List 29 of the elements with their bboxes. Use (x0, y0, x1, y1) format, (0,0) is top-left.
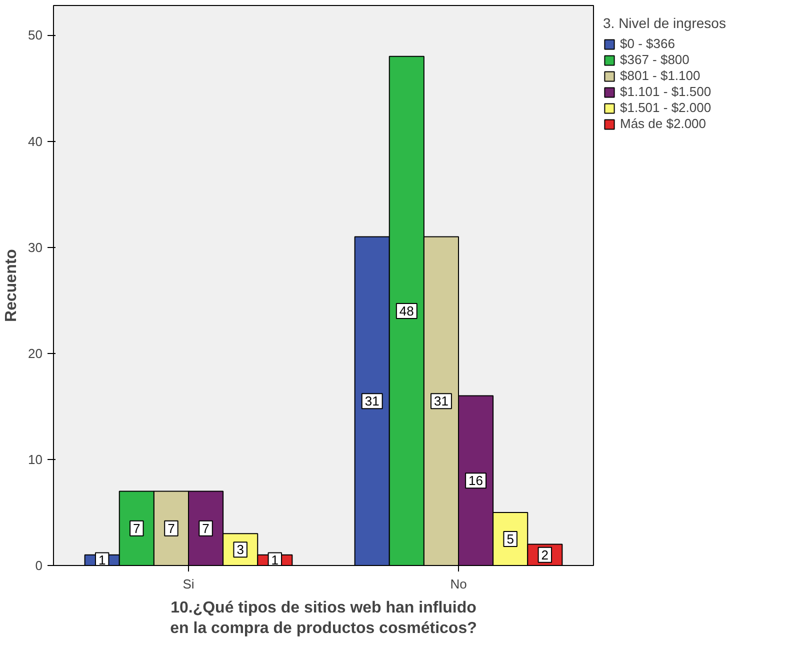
legend-label: $1.101 - $1.500 (620, 84, 712, 99)
data-label: 1 (98, 552, 106, 568)
data-label: 1 (271, 552, 279, 568)
y-tick-label: 20 (28, 346, 43, 361)
y-tick-label: 40 (28, 134, 43, 149)
y-tick-label: 50 (28, 28, 43, 43)
legend-label: $367 - $800 (620, 52, 690, 67)
data-label: 31 (434, 394, 448, 409)
y-tick-label: 0 (35, 558, 43, 573)
data-label: 7 (133, 520, 140, 536)
legend-title: 3. Nivel de ingresos (603, 15, 726, 31)
x-tick-label: Si (182, 576, 194, 592)
data-label: 5 (506, 531, 514, 546)
data-label: 7 (202, 520, 210, 536)
data-label: 48 (399, 303, 414, 318)
y-tick-label: 10 (28, 452, 43, 467)
legend-label: Más de $2.000 (620, 116, 706, 131)
data-label: 31 (364, 394, 380, 409)
y-axis-title: Recuento (3, 248, 20, 322)
data-label: 16 (468, 473, 484, 488)
x-axis-title: 10.¿Qué tipos de sitios web han influido en la compra de productos cosméticos? (170, 600, 477, 637)
data-label: 2 (541, 547, 549, 562)
legend-label: $801 - $1.100 (620, 68, 700, 83)
data-label: 7 (168, 520, 175, 536)
y-tick-label: 30 (28, 240, 43, 255)
legend-label: $0 - $366 (620, 36, 675, 51)
x-tick-label: No (450, 576, 467, 592)
data-label: 3 (236, 542, 244, 558)
legend-label: $1.501 - $2.000 (620, 100, 712, 115)
